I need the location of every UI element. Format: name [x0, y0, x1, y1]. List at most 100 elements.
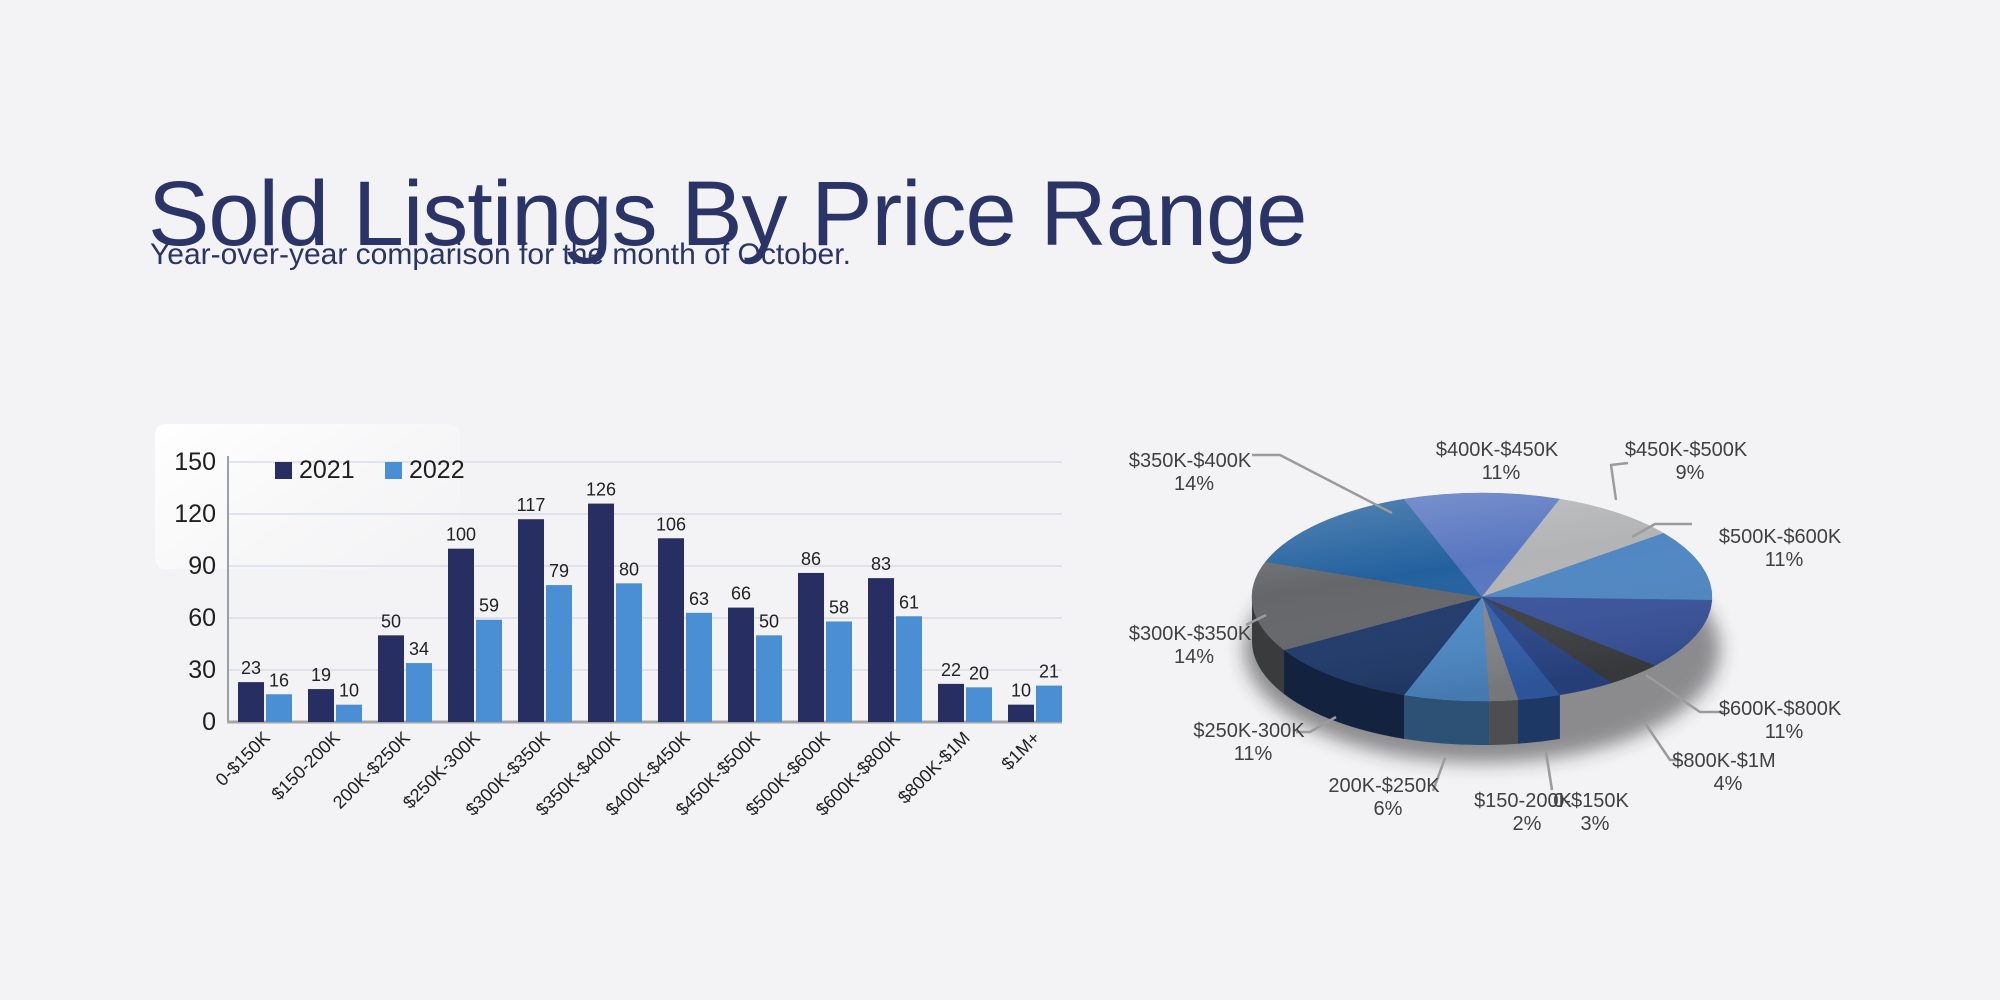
pie-label-percent: 2% [1513, 813, 1542, 835]
bar-2021 [308, 689, 334, 722]
pie-label-name: $150-200K [1474, 790, 1573, 812]
pie-slice-side [1517, 694, 1560, 744]
legend-label-2021: 2021 [299, 456, 355, 484]
page-subtitle: Year-over-year comparison for the month … [150, 238, 851, 271]
bar-value-label: 50 [759, 611, 779, 631]
bar-value-label: 66 [731, 584, 751, 604]
pie-leader-line [1296, 715, 1337, 734]
y-tick-label: 90 [188, 552, 216, 580]
pie-label-name: $500K-$600K [1719, 526, 1842, 548]
pie-label-percent: 11% [1482, 462, 1521, 484]
bar-2021 [448, 548, 474, 722]
bar-2021 [798, 572, 824, 722]
pie-slice-side [1489, 699, 1518, 745]
bar-value-label: 100 [446, 525, 476, 545]
pie-label-name: $300K-$350K [1129, 623, 1252, 645]
bar-2021 [378, 635, 404, 722]
bar-value-label: 83 [871, 554, 891, 574]
bar-value-label: 59 [479, 596, 499, 616]
pie-sheen [1252, 493, 1712, 701]
bar-value-label: 80 [619, 559, 639, 579]
y-tick-label: 60 [188, 604, 216, 632]
legend-swatch-2021 [275, 462, 292, 479]
legend-swatch-2022 [385, 462, 402, 479]
pie-leader-line [1544, 751, 1554, 791]
bar-value-label: 126 [586, 480, 616, 500]
bar-2021 [938, 683, 964, 722]
y-tick-label: 120 [174, 500, 216, 528]
legend-label-2022: 2022 [409, 456, 465, 484]
bar-2021 [728, 607, 754, 722]
page-title: Sold Listings By Price Range [148, 162, 1307, 265]
bar-2021 [1008, 704, 1034, 722]
bar-value-label: 58 [829, 597, 849, 617]
bar-value-label: 19 [311, 665, 331, 685]
bar-value-label: 10 [1011, 681, 1031, 701]
bar-2022 [616, 583, 642, 722]
pie-leader-line [1609, 461, 1629, 501]
bar-value-label: 21 [1039, 662, 1059, 682]
bar-2022 [1036, 685, 1062, 722]
x-tick-label: 0-$150K [212, 728, 274, 790]
pie-label-name: 0-$150K [1553, 790, 1629, 812]
bar-2022 [826, 621, 852, 722]
pie-slice-side [1404, 694, 1490, 745]
chart-backdrop-card [155, 424, 460, 569]
bar-2021 [658, 538, 684, 722]
pie-label-percent: 6% [1374, 798, 1403, 820]
pie-leader-line [1645, 673, 1725, 714]
bar-2021 [238, 682, 264, 722]
x-tick-label: $800K-$1M [894, 728, 974, 808]
pie-leader-line [1643, 722, 1680, 762]
bar-value-label: 22 [941, 660, 961, 680]
pie-slice-side [1284, 649, 1405, 739]
pie-label-name: $350K-$400K [1129, 450, 1252, 472]
bar-value-label: 20 [969, 663, 989, 683]
bar-value-label: 79 [549, 561, 569, 581]
pie-label-name: 200K-$250K [1328, 775, 1440, 797]
bar-2022 [896, 616, 922, 722]
pie-leader-line [1245, 613, 1267, 627]
bar-value-label: 61 [899, 592, 919, 612]
bar-2022 [686, 612, 712, 722]
bar-value-label: 117 [517, 495, 546, 515]
bar-2022 [756, 635, 782, 722]
pie-label-name: $450K-$500K [1625, 439, 1748, 461]
pie-label-percent: 3% [1581, 813, 1610, 835]
x-tick-label: $150-200K [267, 728, 343, 804]
pie-leader-line [1631, 522, 1692, 539]
bar-2022 [966, 687, 992, 722]
pie-label-percent: 4% [1714, 773, 1743, 795]
y-tick-label: 30 [188, 656, 216, 684]
bar-2021 [518, 519, 544, 722]
bar-2021 [588, 503, 614, 722]
bar-2021 [868, 578, 894, 722]
pie-label-percent: 11% [1765, 549, 1804, 571]
pie-label-percent: 9% [1676, 462, 1705, 484]
bar-value-label: 10 [339, 681, 359, 701]
pie-label-percent: 11% [1765, 721, 1804, 743]
pie-label-percent: 11% [1234, 743, 1273, 765]
pie-label-percent: 14% [1174, 473, 1214, 495]
bar-2022 [266, 694, 292, 722]
bar-value-label: 50 [381, 611, 401, 631]
bar-2022 [406, 663, 432, 722]
bar-value-label: 16 [269, 670, 289, 690]
pie-label-percent: 14% [1174, 646, 1214, 668]
pie-label-name: $800K-$1M [1672, 750, 1775, 772]
y-tick-label: 0 [202, 708, 216, 736]
pie-slice-side [1252, 597, 1285, 694]
bar-2022 [546, 585, 572, 722]
bar-value-label: 23 [241, 658, 261, 678]
pie-label-name: $400K-$450K [1436, 439, 1559, 461]
pie-label-name: $600K-$800K [1719, 698, 1842, 720]
bar-2022 [476, 619, 502, 722]
bar-value-label: 86 [801, 549, 821, 569]
y-tick-label: 150 [174, 448, 216, 476]
pie-label-name: $250K-300K [1193, 720, 1305, 742]
x-tick-label: $1M+ [997, 728, 1043, 774]
pie-leader-line [1431, 757, 1447, 792]
bar-value-label: 106 [656, 514, 686, 534]
